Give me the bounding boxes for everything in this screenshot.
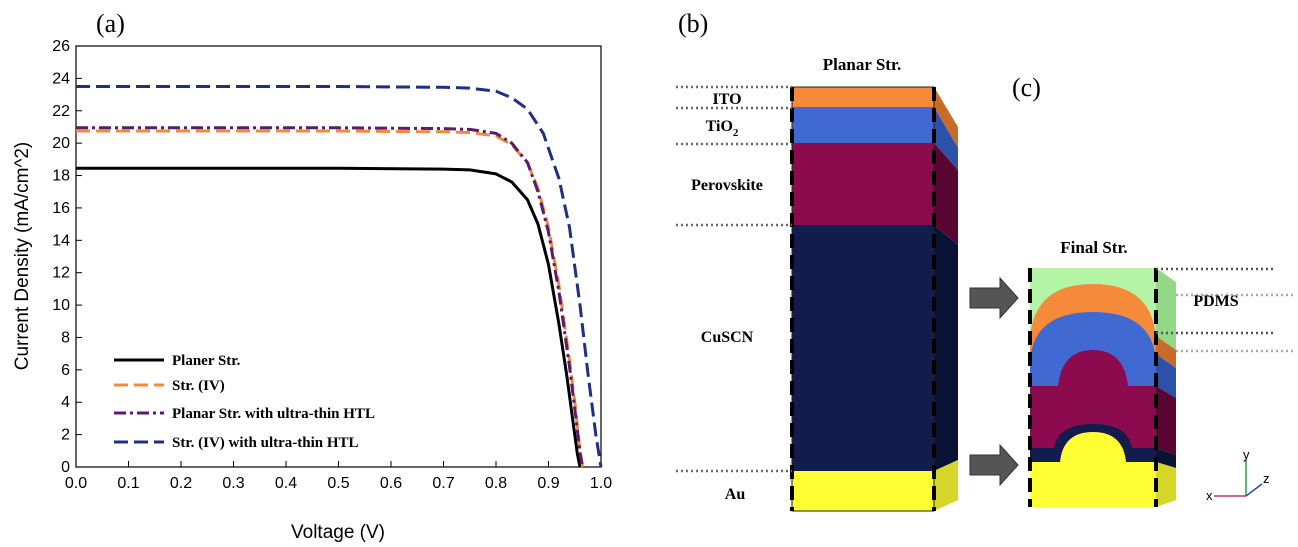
series-line-3: [76, 85, 603, 468]
planar-structure-diagram: (b) Planar Str. ITO TiO2 Perovskite CuSC…: [676, 9, 958, 512]
legend-label-str-iv: Str. (IV): [172, 378, 225, 394]
y-axis-label: Current Density (mA/cm^2): [12, 142, 33, 371]
legend-label-planar-htl: Planar Str. with ultra-thin HTL: [172, 406, 375, 422]
x-tick-label: 0.4: [275, 475, 297, 492]
legend-label-planer: Planer Str.: [172, 353, 241, 369]
final-title: Final Str.: [1060, 238, 1127, 257]
perovskite-side: [934, 143, 958, 245]
axis-y-label: y: [1243, 447, 1250, 462]
label-cuscn: CuSCN: [701, 329, 754, 346]
au-side-c: [1156, 462, 1176, 507]
x-axis-label: Voltage (V): [291, 522, 385, 543]
y-tick-label: 2: [61, 427, 70, 444]
y-tick-label: 18: [52, 168, 70, 185]
y-tick-label: 10: [52, 297, 70, 314]
chart-series: [76, 85, 603, 468]
y-tick-label: 26: [52, 38, 70, 55]
x-tick-label: 0.7: [432, 475, 454, 492]
ito-side-c: [1156, 336, 1176, 368]
y-tick-label: 6: [61, 362, 70, 379]
pdms-guides: [1156, 267, 1296, 353]
tio2-side-c: [1156, 354, 1176, 398]
cuscn-side-c: [1156, 448, 1176, 468]
axis-ticks: 0.0 0.1 0.2 0.3 0.4 0.5 0.6 0.7 0.8 0.9 1.00246810…: [52, 38, 612, 492]
pdms-side: [1156, 268, 1176, 350]
tio2-side: [934, 107, 958, 170]
tio2-dome: [1030, 312, 1156, 386]
panel-label-b: (b): [678, 9, 708, 38]
y-tick-label: 14: [52, 232, 70, 249]
series-line-0: [76, 166, 582, 468]
arrows: [969, 276, 1019, 487]
ito-side: [934, 87, 958, 148]
plot-frame: [75, 45, 602, 468]
axis-x-label: x: [1206, 488, 1213, 503]
planar-title: Planar Str.: [823, 55, 901, 74]
x-tick-label: 0.2: [170, 475, 192, 492]
series-line-2: [76, 126, 585, 468]
perovskite-side-c: [1156, 386, 1176, 455]
xyz-axes-icon: y x z: [1206, 447, 1270, 503]
layer-guides: [676, 85, 792, 473]
x-tick-label: 0.5: [327, 475, 349, 492]
panel-label-c: (c): [1012, 73, 1041, 102]
y-tick-label: 0: [61, 459, 70, 476]
x-tick-label: 0.1: [117, 475, 139, 492]
final-structure-diagram: (c) Final Str. PDMS y: [1012, 73, 1296, 507]
legend: Planer Str. Str. (IV) Planar Str. with u…: [114, 353, 375, 451]
tio2-layer: [792, 107, 934, 143]
perovskite-layer: [792, 143, 934, 225]
x-tick-label: 1.0: [590, 475, 612, 492]
legend-label-str-iv-htl: Str. (IV) with ultra-thin HTL: [172, 435, 359, 451]
perovskite-dome: [1030, 350, 1156, 448]
x-tick-label: 0.9: [537, 475, 559, 492]
y-tick-label: 8: [61, 329, 70, 346]
label-au: Au: [725, 486, 746, 503]
panel-label-a: (a): [96, 9, 125, 38]
ito-layer: [792, 87, 934, 107]
cuscn-layer: [792, 225, 934, 471]
x-tick-label: 0.0: [65, 475, 87, 492]
arrow-right-icon: [969, 276, 1019, 320]
y-tick-label: 16: [52, 200, 70, 217]
y-tick-label: 20: [52, 135, 70, 152]
x-tick-label: 0.8: [485, 475, 507, 492]
label-tio2: TiO2: [706, 118, 739, 139]
axis-z-label: z: [1263, 471, 1270, 486]
au-dome: [1030, 432, 1156, 507]
x-tick-label: 0.3: [222, 475, 244, 492]
au-side: [934, 460, 958, 511]
label-pdms: PDMS: [1193, 293, 1238, 310]
y-tick-label: 24: [52, 70, 70, 87]
jv-chart: (a) 0.0 0.1 0.2 0.3 0.4 0.5 0.6 0.7 0.8 0.9 1.0024…: [12, 9, 612, 543]
y-tick-label: 4: [61, 394, 70, 411]
label-perovskite: Perovskite: [691, 177, 763, 194]
label-ito: ITO: [712, 91, 741, 108]
x-tick-label: 0.6: [380, 475, 402, 492]
y-tick-label: 12: [52, 265, 70, 282]
au-layer: [792, 471, 934, 511]
arrow-right-icon: [969, 443, 1019, 487]
y-tick-label: 22: [52, 103, 70, 120]
cuscn-side: [934, 225, 958, 471]
